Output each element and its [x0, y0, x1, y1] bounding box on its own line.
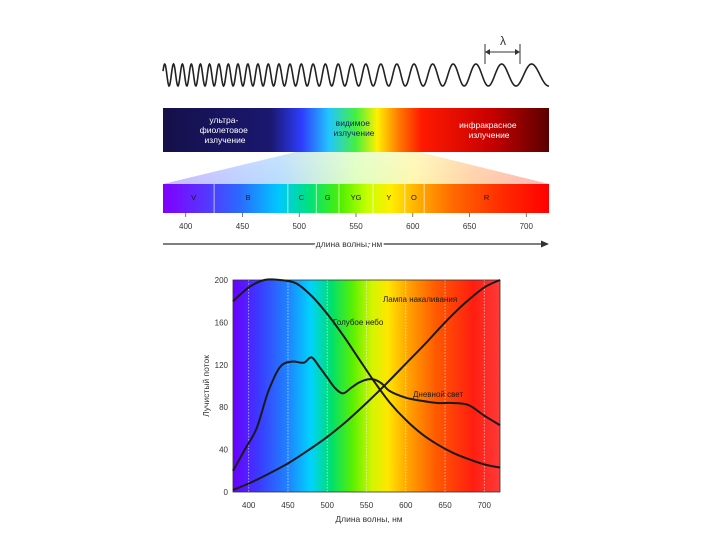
color-letter-o: O — [411, 193, 417, 202]
color-letter-r: R — [484, 193, 490, 202]
electromagnetic-band — [163, 108, 549, 152]
color-dividers — [213, 184, 425, 213]
blue-sky-label: Голубое небо — [333, 318, 384, 327]
y-tick-40: 40 — [219, 446, 228, 455]
wavelength-tick-500: 500 — [293, 222, 307, 231]
color-letter-c: C — [299, 193, 305, 202]
x-tick-600: 600 — [399, 501, 413, 510]
x-tick-450: 450 — [281, 501, 295, 510]
x-tick-500: 500 — [321, 501, 335, 510]
y-tick-120: 120 — [215, 361, 229, 370]
x-tick-400: 400 — [242, 501, 256, 510]
visible-label: видимое излучение — [333, 118, 374, 138]
lambda-symbol: λ — [500, 34, 506, 48]
color-letters: V B C G YG Y O R — [191, 193, 490, 202]
wavelength-tick-400: 400 — [179, 222, 193, 231]
wavelength-tick-450: 450 — [236, 222, 250, 231]
y-tick-labels: 0 40 80 120 160 200 — [215, 276, 229, 497]
visible-spectrum-band — [163, 184, 549, 213]
ir-label: инфракрасное излучение — [459, 120, 519, 140]
y-axis-label: Лучистый поток — [201, 355, 211, 417]
wavelength-axis-label: длина волны, нм — [316, 239, 383, 249]
wavelength-tick-650: 650 — [463, 222, 477, 231]
y-tick-80: 80 — [219, 403, 228, 412]
plot-area — [233, 280, 500, 492]
daylight-curve — [232, 356, 501, 472]
uv-label: ультра- фиолетовое излучение — [200, 115, 250, 145]
incandescent-lamp-label: Лампа накаливания — [383, 295, 457, 304]
wavelength-ticks: 400 450 500 550 600 650 700 — [179, 213, 534, 231]
color-letter-y: Y — [386, 193, 391, 202]
color-letter-g: G — [325, 193, 331, 202]
y-tick-0: 0 — [224, 488, 229, 497]
daylight-label: Дневной свет — [413, 390, 463, 399]
incandescent-lamp-curve — [232, 279, 501, 491]
color-letter-b: B — [246, 193, 251, 202]
series-labels: Лампа накаливания Голубое небо Дневной све… — [333, 295, 463, 399]
plot-grid — [232, 279, 501, 493]
wavelength-marker: λ — [484, 34, 521, 64]
electromagnetic-wave — [162, 62, 549, 88]
x-tick-550: 550 — [360, 501, 374, 510]
plot-series — [232, 278, 501, 491]
blue-sky-curve — [232, 278, 501, 469]
x-tick-700: 700 — [478, 501, 492, 510]
color-letter-v: V — [191, 193, 196, 202]
x-tick-labels: 400 450 500 550 600 650 700 — [242, 501, 491, 510]
color-letter-yg: YG — [351, 193, 362, 202]
wavelength-axis — [163, 240, 549, 248]
x-tick-650: 650 — [438, 501, 452, 510]
wavelength-tick-700: 700 — [520, 222, 534, 231]
wavelength-tick-600: 600 — [406, 222, 420, 231]
spectrum-diagram: λ ультра- фиолетовое излучение видимое и… — [162, 34, 549, 251]
y-tick-160: 160 — [215, 318, 229, 327]
wavelength-tick-550: 550 — [349, 222, 363, 231]
x-axis-label: Длина волны, нм — [335, 514, 402, 524]
y-tick-200: 200 — [215, 276, 229, 285]
